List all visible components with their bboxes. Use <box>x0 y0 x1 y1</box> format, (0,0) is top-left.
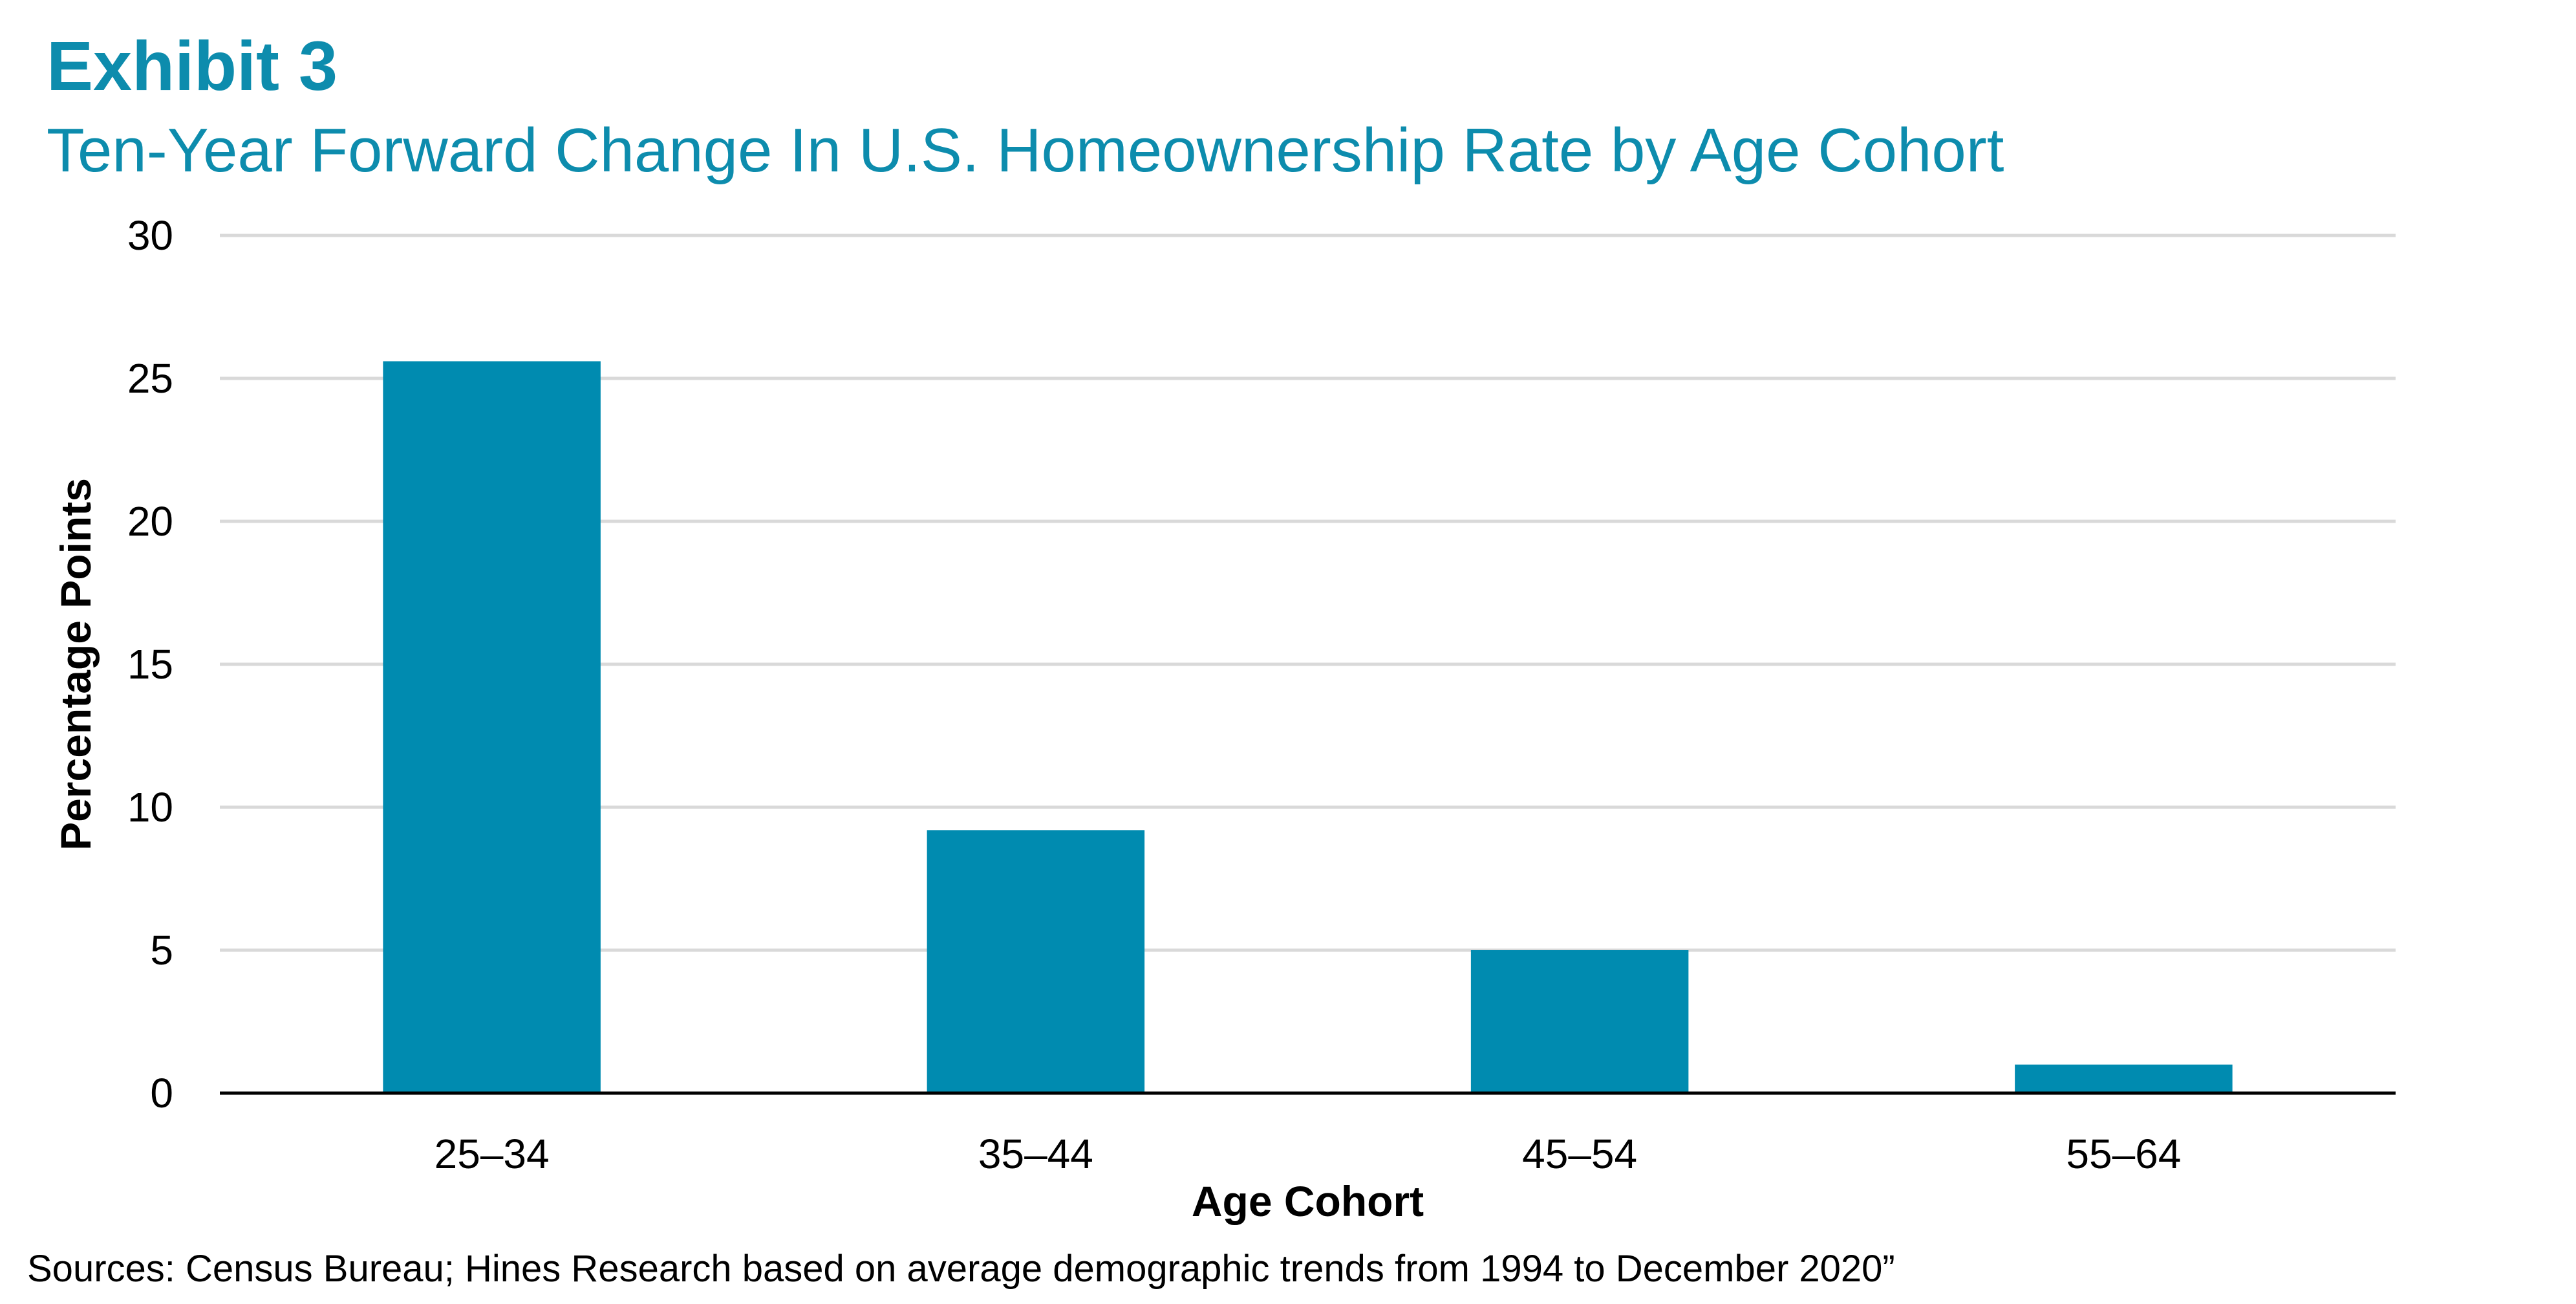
y-tick-label: 15 <box>127 641 173 688</box>
x-axis-label: Age Cohort <box>1192 1177 1424 1225</box>
bar-55–64 <box>2015 1064 2233 1093</box>
y-tick-label: 10 <box>127 784 173 831</box>
x-tick-label: 35–44 <box>978 1131 1093 1177</box>
tick-labels: 0 5 10 15 20 25 30 25–34 35–44 45–54 55–64 <box>127 212 2182 1177</box>
bar-25–34 <box>383 361 601 1093</box>
x-tick-label: 55–64 <box>2066 1131 2181 1177</box>
y-tick-label: 25 <box>127 355 173 402</box>
exhibit-label: Exhibit 3 <box>47 27 338 105</box>
bar-35–44 <box>927 830 1145 1093</box>
bars <box>383 361 2233 1093</box>
chart-title: Ten-Year Forward Change In U.S. Homeowne… <box>47 116 2004 185</box>
y-tick-label: 5 <box>150 927 173 973</box>
source-note: Sources: Census Bureau; Hines Research b… <box>27 1248 1895 1290</box>
y-axis-label: Percentage Points <box>52 478 100 851</box>
y-tick-label: 20 <box>127 498 173 545</box>
bar-chart: 0 5 10 15 20 25 30 25–34 35–44 45–54 55–64 Percent… <box>52 212 2396 1225</box>
y-tick-label: 30 <box>127 212 173 259</box>
bar-45–54 <box>1470 950 1689 1093</box>
x-tick-label: 25–34 <box>435 1131 550 1177</box>
x-tick-label: 45–54 <box>1522 1131 1637 1177</box>
y-tick-label: 0 <box>150 1070 173 1116</box>
